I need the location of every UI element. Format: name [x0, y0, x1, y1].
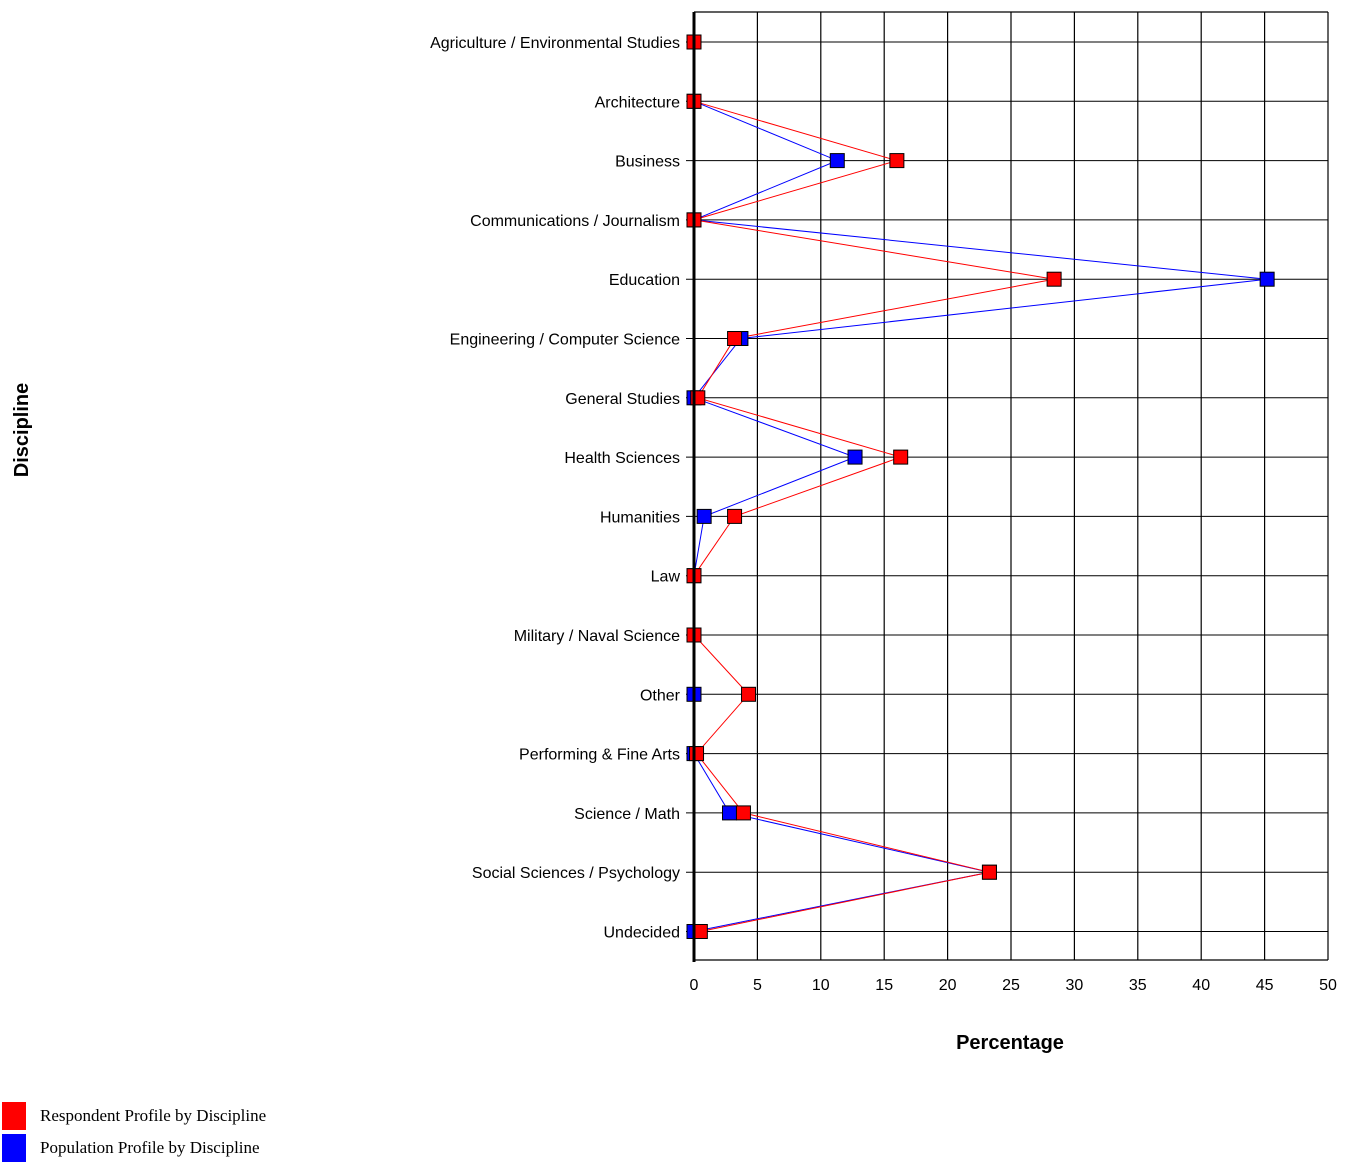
data-point-marker-1 [1046, 271, 1062, 287]
data-point-marker-1 [727, 508, 743, 524]
y-tick-label: Undecided [604, 925, 681, 942]
y-tick-label: Education [609, 272, 680, 289]
x-axis-title: Percentage [956, 1032, 1064, 1054]
data-point-marker-0 [829, 153, 845, 169]
legend-item-respondent: Respondent Profile by Discipline [0, 1100, 266, 1132]
data-point-marker-0 [847, 449, 863, 465]
y-tick-label: Architecture [595, 94, 680, 111]
x-tick-label: 40 [1192, 977, 1210, 994]
x-tick-label: 10 [812, 977, 830, 994]
series-line-1 [693, 42, 1055, 932]
x-tick-label: 20 [939, 977, 957, 994]
y-tick-label: Communications / Journalism [470, 213, 680, 230]
x-tick-label: 35 [1129, 977, 1147, 994]
y-tick-label: General Studies [565, 391, 680, 408]
y-axis-title: Discipline [11, 383, 33, 477]
y-tick-label: Social Sciences / Psychology [472, 865, 680, 882]
series-lines [693, 42, 1268, 932]
x-tick-label: 50 [1319, 977, 1337, 994]
legend-swatch-population [2, 1134, 26, 1162]
series-markers [686, 34, 1275, 939]
series-line-0 [693, 42, 1268, 932]
data-point-marker-1 [735, 805, 751, 821]
y-tick-label: Business [615, 154, 680, 171]
data-point-marker-1 [727, 331, 743, 346]
y-tick-label: Humanities [600, 509, 680, 526]
legend-label-respondent: Respondent Profile by Discipline [40, 1106, 267, 1125]
y-tick-label: Health Sciences [564, 450, 680, 467]
y-tick-label: Military / Naval Science [514, 628, 680, 645]
data-point-marker-0 [722, 805, 738, 821]
data-point-marker-1 [893, 449, 909, 465]
y-tick-label: Engineering / Computer Science [450, 332, 680, 349]
y-tick-label: Law [651, 569, 681, 586]
x-tick-label: 5 [753, 977, 762, 994]
data-point-marker-0 [696, 508, 712, 524]
data-point-marker-0 [1259, 271, 1275, 287]
x-tick-label: 15 [875, 977, 893, 994]
legend-label-population: Population Profile by Discipline [40, 1138, 260, 1157]
data-point-marker-1 [689, 746, 705, 762]
legend: Respondent Profile by Discipline Populat… [0, 1100, 266, 1164]
y-tick-label: Performing & Fine Arts [519, 747, 680, 764]
x-tick-label: 45 [1256, 977, 1274, 994]
data-point-marker-1 [741, 686, 757, 702]
x-tick-label: 0 [690, 977, 699, 994]
y-tick-label: Agriculture / Environmental Studies [430, 35, 680, 52]
data-point-marker-1 [889, 153, 905, 169]
chart-canvas: Agriculture / Environmental Studies Archi… [11, 11, 1337, 1054]
x-tick-label: 30 [1066, 977, 1084, 994]
data-point-marker-1 [981, 864, 997, 880]
legend-item-population: Population Profile by Discipline [0, 1132, 266, 1164]
x-tick-labels: 0 5 10 15 20 25 30 35 40 45 50 [690, 977, 1337, 994]
y-tick-labels: Agriculture / Environmental Studies Archi… [430, 35, 681, 942]
y-tick-label: Other [640, 687, 681, 704]
y-tick-label: Science / Math [574, 806, 680, 823]
x-tick-label: 25 [1002, 977, 1020, 994]
legend-swatch-respondent [2, 1102, 26, 1130]
grid-lines [686, 11, 1329, 961]
